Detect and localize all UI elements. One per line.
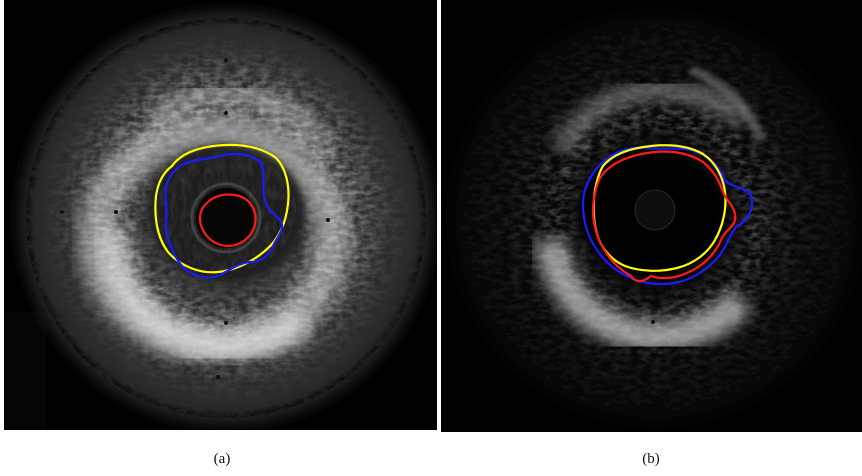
blue-contour-b: [581, 146, 754, 286]
ivus-image-a-svg: [4, 0, 437, 430]
caption-b: (b): [642, 451, 660, 467]
ivus-image-a: [4, 0, 437, 430]
ivus-image-b-svg: [441, 0, 862, 432]
red-contour-b: [591, 150, 737, 283]
ivus-image-b: [441, 0, 862, 432]
red-contour: [198, 193, 257, 248]
blue-contour: [164, 152, 284, 279]
calibration-dots: [60, 58, 330, 379]
calibration-dots-b: [546, 213, 655, 324]
caption-a: (a): [213, 451, 231, 467]
yellow-contour: [154, 143, 290, 274]
